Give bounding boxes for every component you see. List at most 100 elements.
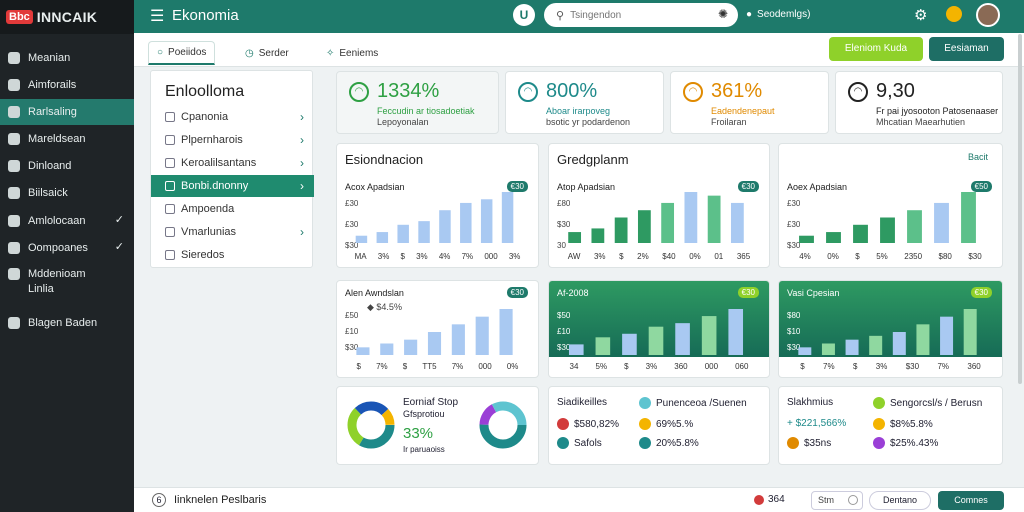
bar[interactable] bbox=[499, 309, 513, 355]
bar[interactable] bbox=[684, 192, 698, 243]
bar[interactable] bbox=[637, 210, 651, 243]
item-icon bbox=[165, 158, 175, 168]
menu-item[interactable]: Bonbi.dnonny › bbox=[151, 175, 314, 197]
sidebar-item[interactable]: Dinloand bbox=[0, 153, 134, 179]
item-icon bbox=[165, 204, 175, 214]
bar[interactable] bbox=[439, 210, 451, 243]
bar[interactable] bbox=[701, 316, 717, 355]
bar[interactable] bbox=[880, 217, 895, 244]
x-tick: 0% bbox=[689, 252, 701, 261]
tab-1[interactable]: ◷ Serder bbox=[237, 41, 297, 65]
alert-dot-icon bbox=[754, 494, 764, 505]
bar[interactable] bbox=[475, 316, 489, 355]
bar[interactable] bbox=[963, 309, 977, 355]
bar[interactable] bbox=[799, 235, 814, 243]
bar[interactable] bbox=[707, 195, 721, 243]
bar[interactable] bbox=[648, 326, 664, 355]
bar[interactable] bbox=[568, 344, 584, 355]
bar[interactable] bbox=[356, 347, 370, 355]
people-icon bbox=[8, 79, 20, 91]
bar[interactable] bbox=[595, 337, 611, 355]
x-tick: 5% bbox=[595, 362, 608, 371]
sidebar-item[interactable]: Mareldsean bbox=[0, 126, 134, 152]
bar[interactable] bbox=[916, 324, 930, 355]
bar[interactable] bbox=[892, 332, 906, 355]
sidebar-item[interactable]: Amlolocaan ✓ bbox=[0, 208, 134, 234]
footer-select[interactable]: Stm bbox=[811, 491, 863, 510]
bar[interactable] bbox=[568, 232, 582, 243]
bar[interactable] bbox=[907, 210, 922, 243]
sidebar-item[interactable]: Mddenioam Linlia bbox=[0, 264, 134, 298]
filter-icon[interactable]: ✺ bbox=[717, 7, 728, 21]
bar-chart bbox=[355, 192, 514, 243]
brand-logo[interactable]: Bbc INNCAIK bbox=[0, 0, 134, 34]
sidebar-item[interactable]: Blagen Baden bbox=[0, 310, 134, 336]
search-input[interactable] bbox=[570, 9, 701, 21]
bar[interactable] bbox=[826, 232, 841, 243]
bar[interactable] bbox=[675, 323, 690, 355]
bar[interactable] bbox=[853, 224, 868, 243]
sidebar-item[interactable]: Oompoanes ✓ bbox=[0, 235, 134, 261]
bar[interactable] bbox=[418, 221, 430, 243]
sidebar-item[interactable]: Biilsaick bbox=[0, 180, 134, 206]
bar[interactable] bbox=[591, 228, 605, 243]
dot-icon bbox=[639, 397, 651, 409]
bar[interactable] bbox=[501, 192, 514, 243]
notification-icon[interactable] bbox=[946, 6, 962, 22]
menu-item[interactable]: Keroalilsantans › bbox=[151, 152, 314, 174]
kpi-sublabel: Froilaran bbox=[711, 117, 747, 127]
user-round-button[interactable]: U bbox=[513, 4, 535, 26]
bar[interactable] bbox=[845, 339, 859, 355]
bar[interactable] bbox=[798, 347, 812, 355]
dot-icon bbox=[873, 437, 885, 449]
menu-item[interactable]: Vmarlunias › bbox=[151, 221, 314, 243]
x-axis-labels: 34 5% $3% 360 000 060 bbox=[561, 362, 757, 371]
bar[interactable] bbox=[380, 343, 394, 356]
kpi-icon: ◠ bbox=[349, 82, 369, 102]
bar[interactable] bbox=[961, 192, 976, 243]
footer-bar: 6 Iinknelen Peslbaris 364 Stm Dentano Co… bbox=[134, 487, 1024, 512]
tab-0[interactable]: ○ Poeiidos bbox=[148, 41, 216, 65]
bar[interactable] bbox=[404, 339, 418, 355]
menu-item[interactable]: Plpernharois › bbox=[151, 129, 314, 151]
bar[interactable] bbox=[661, 202, 675, 243]
x-tick: 4% bbox=[438, 252, 451, 261]
x-tick: 4% bbox=[799, 252, 811, 261]
secondary-action-button[interactable]: Eesiaman bbox=[929, 37, 1004, 61]
y-tick: £30 bbox=[345, 220, 359, 229]
bar[interactable] bbox=[451, 324, 465, 355]
sidebar-item[interactable]: Meanian bbox=[0, 45, 134, 71]
tab-2[interactable]: ✧ Eeniems bbox=[318, 41, 386, 65]
bar[interactable] bbox=[869, 335, 883, 355]
bar[interactable] bbox=[355, 235, 368, 243]
sidebar-item[interactable]: Rarlsaling bbox=[0, 99, 134, 125]
bar[interactable] bbox=[622, 333, 637, 355]
bar[interactable] bbox=[940, 316, 954, 355]
primary-action-button[interactable]: Eleniom Kuda bbox=[829, 37, 923, 61]
bar[interactable] bbox=[460, 202, 472, 243]
bar[interactable] bbox=[427, 332, 442, 355]
bar[interactable] bbox=[397, 224, 409, 243]
legend-b-s1: Sengorcsl/s / Berusn bbox=[890, 397, 983, 409]
bar[interactable] bbox=[614, 217, 628, 244]
settings-link[interactable]: ● Seodemlgs) bbox=[746, 9, 810, 20]
sidebar-item[interactable]: Aimforails bbox=[0, 72, 134, 98]
footer-primary-button[interactable]: Comnes bbox=[938, 491, 1004, 510]
menu-item[interactable]: Ampoenda bbox=[151, 198, 314, 220]
avatar[interactable] bbox=[976, 3, 1000, 27]
bar[interactable] bbox=[480, 199, 493, 243]
info-icon[interactable]: 6 bbox=[152, 493, 166, 507]
bar[interactable] bbox=[934, 202, 949, 243]
bar[interactable] bbox=[821, 343, 835, 356]
scrollbar[interactable] bbox=[1018, 34, 1022, 384]
search-box[interactable]: ⚲ ✺ bbox=[544, 3, 738, 27]
gear-icon[interactable]: ⚙ bbox=[914, 7, 928, 24]
chart-corner-link[interactable]: Bacit bbox=[967, 152, 988, 162]
menu-item[interactable]: Sieredos bbox=[151, 244, 314, 266]
menu-icon[interactable]: ☰ bbox=[150, 8, 165, 25]
menu-item[interactable]: Cpanonia › bbox=[151, 106, 314, 128]
bar[interactable] bbox=[730, 202, 744, 243]
footer-secondary-button[interactable]: Dentano bbox=[869, 491, 931, 510]
bar[interactable] bbox=[728, 309, 744, 355]
bar[interactable] bbox=[376, 232, 389, 243]
